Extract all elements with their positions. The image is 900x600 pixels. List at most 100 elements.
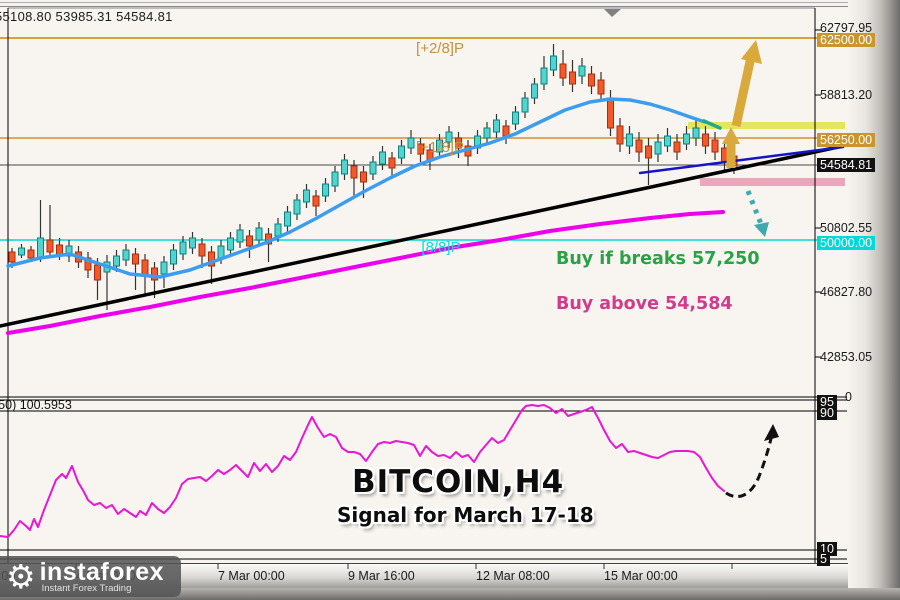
candle-body [113,255,120,267]
candle-body [407,137,415,149]
candle-body [607,97,614,129]
candle-body [531,83,538,99]
support-band-pink [700,178,845,186]
gear-icon: ⚙ [6,558,36,595]
candle-body [198,243,206,257]
candle-body [208,251,215,267]
candle-body [217,245,225,259]
candle-body [635,139,643,153]
time-label: 7 Mar 00:00 [218,569,285,583]
candle-body [569,71,576,85]
candle-body [388,157,396,169]
candle-body [46,239,54,253]
breakout-band-yellow [688,122,845,129]
candle-body [303,189,310,203]
candle-body [369,161,377,175]
ma-magenta [6,210,725,335]
chart-title: BITCOIN,H4 [352,464,565,500]
ma-blue-tip [702,119,722,130]
indicator-line [0,404,725,538]
candle-body [189,237,196,249]
window-right-frame [848,0,900,600]
candle-body [246,235,253,247]
cyan-down-arrow [745,190,764,225]
candle-body [122,249,130,261]
candle-body [360,171,367,183]
gold-small-up-arrow-head [722,127,740,144]
annotation-buy-breakout: Buy if breaks 57,250 [556,249,760,269]
scroll-marker-icon [604,9,621,17]
candle-body [94,264,101,281]
candle-body [141,259,149,276]
candle-body [379,151,386,165]
candle-body [711,139,719,153]
trendline [0,144,845,328]
candle-body [132,253,139,265]
candle-body [331,171,339,187]
candle-body [512,111,519,125]
time-label: 15 Mar 00:00 [604,569,678,583]
candle-body [493,119,500,133]
candle-body [417,143,424,155]
candle-body [445,131,453,143]
time-label: 9 Mar 16:00 [348,569,415,583]
ohlc-readout: 55108.80 53985.31 54584.81 [0,9,173,24]
dashed-up-arrow-head [764,424,779,441]
instaforex-watermark: ⚙ instaforex Instant Forex Trading [0,556,181,597]
candle-body [436,139,443,153]
candle-body [588,73,595,87]
candle-body [37,237,44,259]
candle-body [179,241,187,255]
candle-body [18,247,25,256]
candle-body [692,127,700,139]
candle-body [170,249,177,265]
candle-body [626,133,633,147]
window-bottom-frame [0,588,900,600]
candle-body [160,261,168,275]
candle-body [312,195,320,207]
candle-body [255,227,263,241]
candle-body [502,125,510,137]
logo-tagline: Instant Forex Trading [41,582,132,594]
time-label: 12 Mar 08:00 [476,569,550,583]
candle-body [293,199,301,215]
candle-body [550,55,557,71]
candle-body [227,237,234,251]
cyan-down-arrow-head [754,222,769,237]
candle-body [664,135,671,147]
candle-body [559,63,567,79]
candle-body [616,125,624,145]
chart-subtitle: Signal for March 17-18 [337,503,594,527]
candle-body [702,133,709,147]
candle-body [341,159,348,175]
candle-body [65,245,73,257]
candle-body [654,141,662,155]
candle-body [8,251,16,263]
gold-up-arrow [731,56,756,127]
candle-body [645,145,652,159]
candle-body [455,137,462,149]
candle-body [683,133,690,145]
candle-body [151,267,158,281]
ma-blue [6,97,707,279]
candle-body [322,183,329,197]
candle-body [284,211,291,227]
candle-body [578,65,586,77]
indicator-value-label: (50) 100.5953 [0,398,72,412]
annotation-buy-above: Buy above 54,584 [556,294,733,314]
murrey-label-plus1-8: [+1/8]P [416,139,464,156]
candle-body [673,141,681,153]
candle-body [350,165,358,179]
candle-body [84,257,92,271]
candle-body [236,229,244,243]
window-top-frame [0,0,848,8]
candle-body [597,79,605,95]
murrey-label-plus2-8: [+2/8]P [416,40,464,57]
murrey-label-8-8: [8/8]P [421,239,461,256]
logo-name: instaforex [39,557,165,586]
candle-body [398,145,405,159]
candle-body [27,249,35,259]
candle-body [274,223,282,237]
